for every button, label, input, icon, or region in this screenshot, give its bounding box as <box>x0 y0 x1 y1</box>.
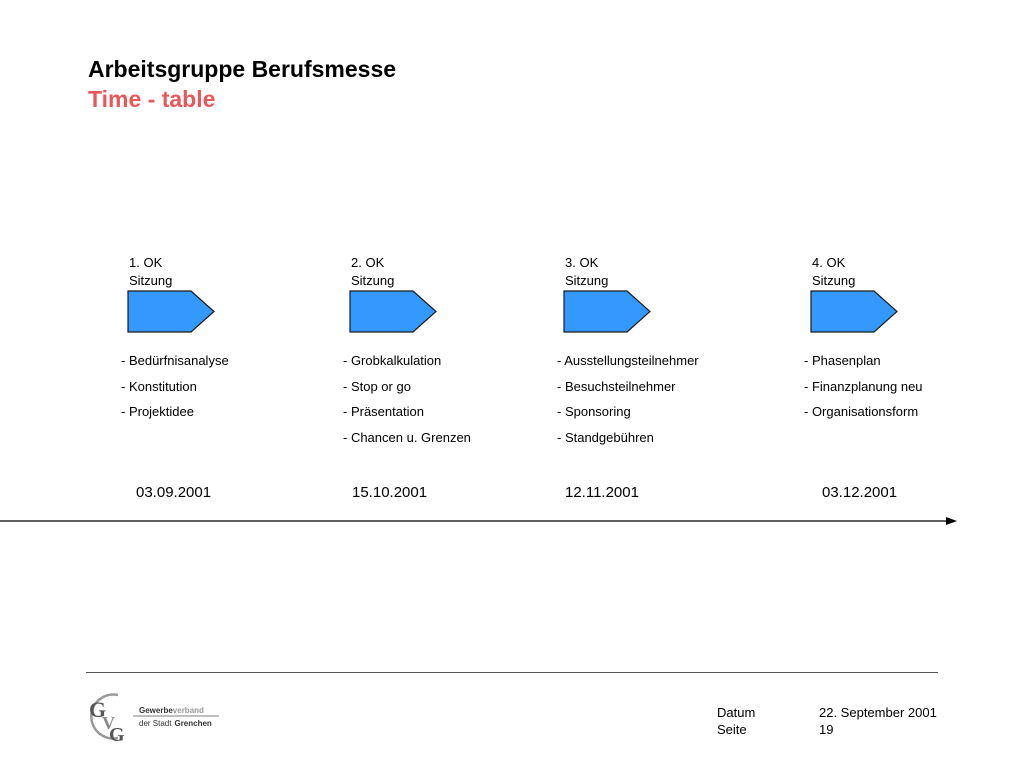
seite-value: 19 <box>819 722 834 737</box>
task-item: - Besuchsteilnehmer <box>557 378 676 394</box>
task-item: - Präsentation <box>343 404 424 420</box>
page-subtitle: Time - table <box>88 86 216 112</box>
logo-letter-g: G <box>89 697 106 722</box>
task-item: - Projektidee <box>121 404 194 420</box>
milestone-number: 2. OK <box>351 255 385 270</box>
timeline-arrow <box>0 517 957 525</box>
milestone-label: 1. OK Sitzung <box>129 254 341 290</box>
milestone-date: 03.09.2001 <box>136 484 212 501</box>
task-item: - Phasenplan <box>804 353 881 368</box>
milestone-number: 1. OK <box>129 255 163 270</box>
page-title: Arbeitsgruppe Berufsmesse <box>88 56 397 82</box>
task-item: - Grobkalkulation <box>343 353 442 368</box>
task-item: - Sponsoring <box>557 404 631 420</box>
milestone-label: 3. OK Sitzung <box>565 254 777 290</box>
gewerbeverband-logo: G V G Gewerbeverband der Stadt Grenchen <box>89 693 219 746</box>
milestone-arrow-icon <box>563 290 651 333</box>
milestone-date: 15.10.2001 <box>352 484 428 501</box>
milestone-arrow-icon <box>349 290 437 333</box>
logo-text-der-stadt: der Stadt <box>139 719 172 728</box>
task-item: - Organisationsform <box>804 404 919 420</box>
milestone-label: 4. OK Sitzung <box>812 254 1024 290</box>
task-item: - Finanzplanung neu <box>804 378 923 394</box>
milestone-1: 1. OK Sitzung - Bedürfnisanalyse - Konst… <box>121 254 341 429</box>
milestone-3: 3. OK Sitzung - Ausstellungsteilnehmer -… <box>557 254 777 455</box>
milestone-4: 4. OK Sitzung - Phasenplan - Finanzplanu… <box>804 254 1024 429</box>
task-item: - Ausstellungsteilnehmer <box>557 353 699 368</box>
footer-divider <box>86 672 938 673</box>
svg-text:Gewerbeverband: Gewerbeverband <box>139 706 204 715</box>
task-item: - Stop or go <box>343 378 411 394</box>
task-item: - Konstitution <box>121 378 197 394</box>
task-list: - Ausstellungsteilnehmer - Besuchsteilne… <box>557 352 777 455</box>
task-item: - Standgebühren <box>557 430 654 446</box>
milestone-arrow-icon <box>127 290 215 333</box>
milestone-type: Sitzung <box>565 273 609 288</box>
task-item: - Bedürfnisanalyse <box>121 353 229 368</box>
logo-letter-v: V <box>102 713 115 733</box>
task-list: - Phasenplan - Finanzplanung neu - Organ… <box>804 352 1024 429</box>
milestone-number: 3. OK <box>565 255 599 270</box>
task-list: - Grobkalkulation - Stop or go - Präsent… <box>343 352 563 455</box>
milestone-type: Sitzung <box>812 273 856 288</box>
seite-label: Seite <box>717 722 747 737</box>
milestone-number: 4. OK <box>812 255 846 270</box>
logo-text-grenchen: Grenchen <box>174 719 211 728</box>
datum-label: Datum <box>717 705 756 720</box>
milestone-type: Sitzung <box>351 273 395 288</box>
milestone-type: Sitzung <box>129 273 173 288</box>
milestone-arrow-icon <box>810 290 898 333</box>
logo-text-verband: verband <box>173 706 204 715</box>
logo-letter-g2: G <box>109 724 125 746</box>
datum-value: 22. September 2001 <box>819 705 937 720</box>
milestone-label: 2. OK Sitzung <box>351 254 563 290</box>
milestone-date: 03.12.2001 <box>822 484 898 501</box>
task-item: - Chancen u. Grenzen <box>343 430 471 446</box>
milestone-date: 12.11.2001 <box>565 484 639 501</box>
logo-text-gewerbe: Gewerbe <box>139 706 173 715</box>
task-list: - Bedürfnisanalyse - Konstitution - Proj… <box>121 352 341 429</box>
milestone-2: 2. OK Sitzung - Grobkalkulation - Stop o… <box>343 254 563 455</box>
